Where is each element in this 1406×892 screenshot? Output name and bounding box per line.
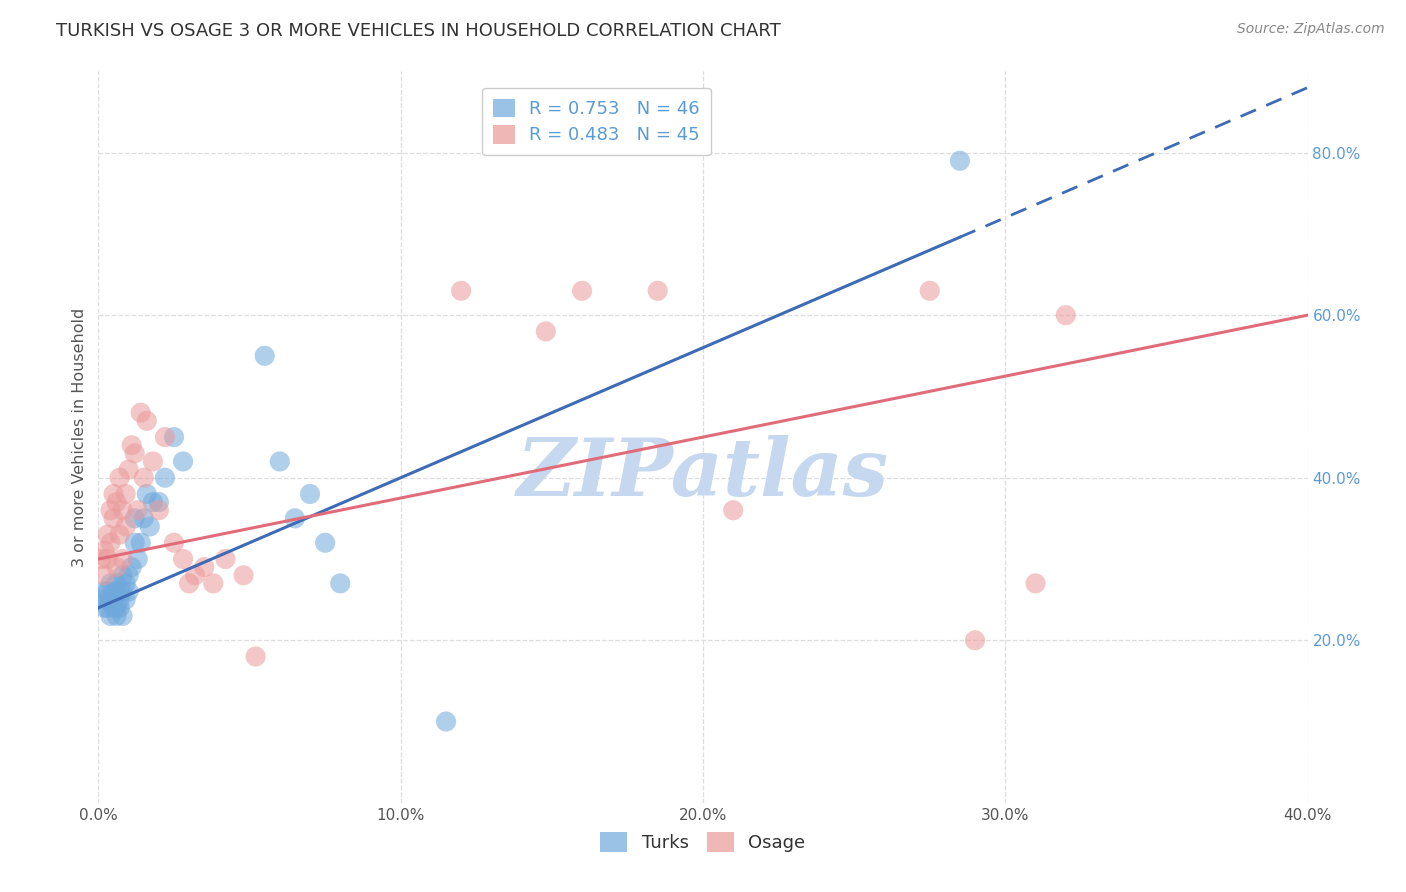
Point xyxy=(118,584,141,599)
Point xyxy=(103,600,125,615)
Point xyxy=(103,584,125,599)
Point xyxy=(108,600,131,615)
Point xyxy=(723,503,745,517)
Point xyxy=(111,552,134,566)
Point xyxy=(184,568,207,582)
Point xyxy=(105,495,128,509)
Point xyxy=(132,511,155,525)
Point xyxy=(135,487,157,501)
Point xyxy=(100,535,122,549)
Point xyxy=(918,284,941,298)
Point xyxy=(245,649,267,664)
Point xyxy=(139,519,162,533)
Point xyxy=(118,462,141,476)
Point xyxy=(114,592,136,607)
Point xyxy=(108,592,131,607)
Point xyxy=(949,153,972,168)
Point xyxy=(132,471,155,485)
Point xyxy=(193,560,215,574)
Point xyxy=(129,406,152,420)
Point xyxy=(105,560,128,574)
Point xyxy=(299,487,322,501)
Point xyxy=(100,608,122,623)
Y-axis label: 3 or more Vehicles in Household: 3 or more Vehicles in Household xyxy=(72,308,87,566)
Point xyxy=(96,592,118,607)
Point xyxy=(105,600,128,615)
Point xyxy=(124,535,146,549)
Point xyxy=(103,511,125,525)
Point xyxy=(534,325,557,339)
Legend: Turks, Osage: Turks, Osage xyxy=(593,825,813,860)
Point xyxy=(100,503,122,517)
Point xyxy=(284,511,307,525)
Point xyxy=(647,284,669,298)
Point xyxy=(93,544,115,558)
Point xyxy=(179,576,201,591)
Point xyxy=(93,584,115,599)
Point xyxy=(105,608,128,623)
Point xyxy=(202,576,225,591)
Point xyxy=(163,535,186,549)
Point xyxy=(148,495,170,509)
Point xyxy=(124,446,146,460)
Point xyxy=(96,552,118,566)
Point xyxy=(96,600,118,615)
Point xyxy=(127,552,149,566)
Point xyxy=(121,438,143,452)
Point xyxy=(214,552,236,566)
Point xyxy=(111,584,134,599)
Point xyxy=(329,576,352,591)
Point xyxy=(129,535,152,549)
Point xyxy=(111,608,134,623)
Point xyxy=(118,568,141,582)
Point xyxy=(114,519,136,533)
Point xyxy=(135,414,157,428)
Point xyxy=(105,576,128,591)
Text: Source: ZipAtlas.com: Source: ZipAtlas.com xyxy=(1237,22,1385,37)
Point xyxy=(90,552,112,566)
Point xyxy=(108,584,131,599)
Point xyxy=(90,592,112,607)
Point xyxy=(93,568,115,582)
Point xyxy=(153,471,176,485)
Point xyxy=(121,560,143,574)
Point xyxy=(253,349,276,363)
Point xyxy=(93,600,115,615)
Text: TURKISH VS OSAGE 3 OR MORE VEHICLES IN HOUSEHOLD CORRELATION CHART: TURKISH VS OSAGE 3 OR MORE VEHICLES IN H… xyxy=(56,22,780,40)
Point xyxy=(172,552,194,566)
Point xyxy=(314,535,336,549)
Point xyxy=(434,714,457,729)
Point xyxy=(142,454,165,468)
Point xyxy=(103,487,125,501)
Point xyxy=(114,576,136,591)
Point xyxy=(148,503,170,517)
Point xyxy=(96,527,118,541)
Point xyxy=(111,503,134,517)
Point xyxy=(1054,308,1077,322)
Point xyxy=(172,454,194,468)
Point xyxy=(127,503,149,517)
Point xyxy=(108,471,131,485)
Point xyxy=(124,511,146,525)
Point xyxy=(163,430,186,444)
Text: ZIPatlas: ZIPatlas xyxy=(517,435,889,512)
Point xyxy=(96,584,118,599)
Point xyxy=(1024,576,1046,591)
Point xyxy=(103,592,125,607)
Point xyxy=(111,568,134,582)
Point xyxy=(108,527,131,541)
Point xyxy=(114,487,136,501)
Point xyxy=(232,568,254,582)
Point xyxy=(100,576,122,591)
Point xyxy=(450,284,472,298)
Point xyxy=(269,454,291,468)
Point xyxy=(965,633,987,648)
Point xyxy=(571,284,593,298)
Point xyxy=(153,430,176,444)
Point xyxy=(100,592,122,607)
Point xyxy=(142,495,165,509)
